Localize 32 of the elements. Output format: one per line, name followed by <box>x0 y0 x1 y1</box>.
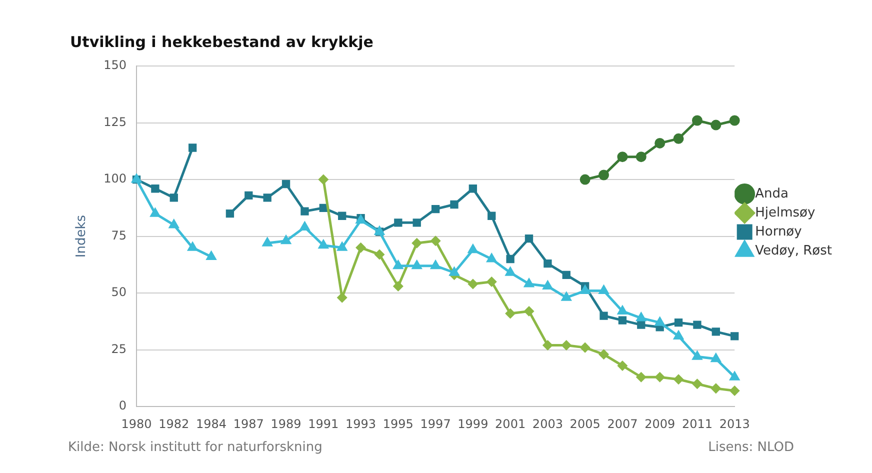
x-tick-label: 2005 <box>570 416 600 431</box>
x-tick-label: 1987 <box>233 416 264 431</box>
x-tick-label: 2003 <box>532 416 563 431</box>
legend-label: Vedøy, Røst <box>755 243 832 258</box>
x-tick-label: 1995 <box>382 416 414 431</box>
y-tick-label: 50 <box>111 285 127 300</box>
legend-label: Hornøy <box>755 224 802 240</box>
x-tick-label: 1997 <box>420 416 451 431</box>
y-tick-label: 125 <box>104 114 127 129</box>
y-tick-label: 0 <box>118 398 127 413</box>
x-tick-label: 1980 <box>121 416 152 431</box>
x-tick-label: 2013 <box>719 416 750 431</box>
y-tick-label: 75 <box>111 228 127 242</box>
chart-title: Utvikling i hekkebestand av krykkje <box>70 32 374 51</box>
x-tick-label: 2009 <box>644 416 676 431</box>
y-tick-label: 100 <box>104 172 127 186</box>
x-tick-label: 1991 <box>308 416 339 431</box>
legend-label: Anda <box>755 186 788 202</box>
text: Lisens: NLOD <box>708 440 794 455</box>
x-tick-label: 2007 <box>607 416 638 431</box>
text: Kilde: Norsk institutt for naturforskning <box>68 440 322 455</box>
x-tick-label: 1999 <box>458 416 488 431</box>
x-tick-label: 2001 <box>495 416 526 431</box>
x-tick-label: 1989 <box>270 416 302 431</box>
legend-label: Hjelmsøy <box>755 205 816 220</box>
x-tick-label: 1984 <box>196 416 227 431</box>
y-axis-title: Indeks <box>74 214 90 258</box>
x-tick-label: 1982 <box>158 416 190 431</box>
x-tick-label: 1993 <box>346 416 376 431</box>
y-tick-label: 25 <box>111 342 127 356</box>
x-tick-label: 2011 <box>682 416 712 431</box>
y-tick-label: 150 <box>104 58 127 72</box>
